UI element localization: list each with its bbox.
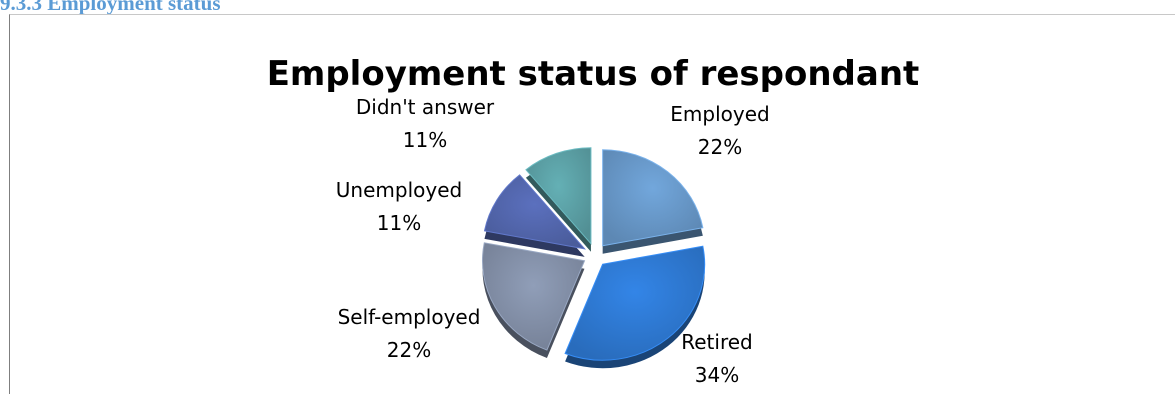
slice-value-label-employed: 22% xyxy=(698,135,742,159)
slice-category-label-retired: Retired xyxy=(681,330,752,354)
pie-chart: Employed 22% Retired 34% Self-employed 22% Une… xyxy=(336,95,770,387)
slice-value-label-unemployed: 11% xyxy=(377,211,421,235)
pie-slice-didn-t-answer xyxy=(525,147,592,246)
slice-value-label-retired: 34% xyxy=(695,363,739,387)
slice-category-label-unemployed: Unemployed xyxy=(336,178,462,202)
slice-category-label-didn-t-answer: Didn't answer xyxy=(356,95,495,119)
chart-title: Employment status of respondant xyxy=(266,54,920,94)
section-heading: 9.3.3 Employment status xyxy=(0,0,221,15)
pie-slice-retired xyxy=(564,245,706,361)
slice-category-label-self-employed: Self-employed xyxy=(338,305,481,329)
chart-frame: Employment status of respondant Employed… xyxy=(9,14,1175,394)
slice-category-label-employed: Employed xyxy=(670,102,769,126)
slice-value-label-didn-t-answer: 11% xyxy=(403,128,447,152)
slice-value-label-self-employed: 22% xyxy=(387,338,431,362)
pie-slice-self-employed xyxy=(482,242,586,351)
pie-slice-employed xyxy=(602,149,704,247)
pie-slice-unemployed xyxy=(483,174,586,250)
